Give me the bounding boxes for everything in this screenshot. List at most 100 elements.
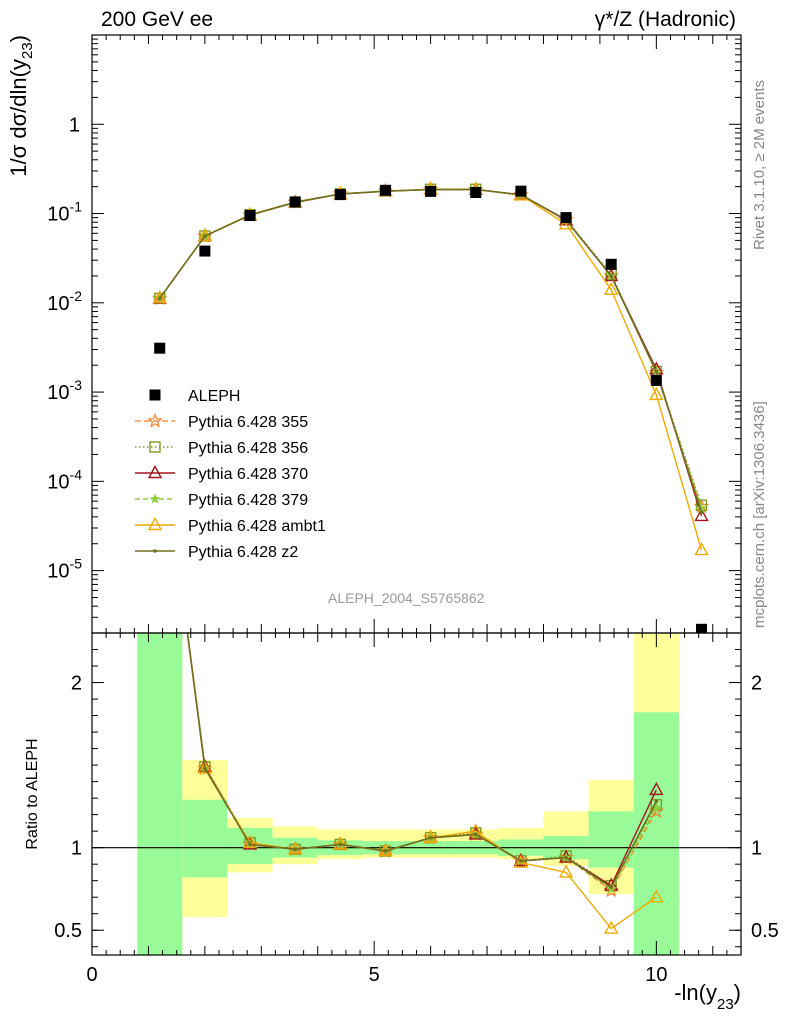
ratio-point <box>609 885 613 890</box>
axes: 10-510-410-310-210-110.5 0.51 12 20 5 101/σ d… <box>6 34 779 1013</box>
main-point <box>694 542 709 556</box>
band-inner-bin <box>633 712 679 955</box>
ratio-point <box>197 760 213 774</box>
ratio-series-line <box>186 633 658 889</box>
ratio-point <box>383 849 388 853</box>
legend-marker <box>147 465 163 479</box>
main-series-line <box>159 188 703 507</box>
ratio-point <box>203 766 207 771</box>
ratio-uncertainty-bands <box>137 633 679 955</box>
aleph-point <box>560 212 572 224</box>
aleph-point <box>425 185 437 197</box>
x-tick-label: 0 <box>86 964 97 986</box>
ratio-y-axis-title: Ratio to ALEPH <box>24 738 41 849</box>
ratio-point <box>558 864 574 878</box>
ratio-point <box>197 758 213 772</box>
ratio-point <box>338 842 343 847</box>
ratio-point <box>242 834 258 848</box>
tick-exponent: -2 <box>70 288 83 304</box>
ratio-plot-marks <box>92 412 741 934</box>
ratio-point <box>473 832 478 837</box>
main-point <box>604 281 619 295</box>
main-series-line <box>159 188 703 509</box>
ratio-point <box>428 835 433 840</box>
axis-title-part: -ln(y <box>674 980 717 1005</box>
main-y-axis-title: 1/σ dσ/dln(y23) <box>6 35 36 177</box>
aleph-point <box>379 184 391 196</box>
tick-exponent: -5 <box>70 556 83 572</box>
aleph-point <box>289 196 301 208</box>
ratio-point <box>654 799 659 804</box>
ratio-point <box>423 829 438 843</box>
band-inner-bin <box>137 633 183 955</box>
main-point <box>699 510 704 515</box>
aleph-point <box>154 342 166 354</box>
main-point <box>609 274 613 278</box>
axis-title-part: ) <box>734 980 741 1005</box>
ratio-point <box>564 855 568 860</box>
aleph-point <box>605 258 617 270</box>
rivet-label: Rivet 3.1.10, ≥ 2M events <box>751 80 768 250</box>
legend-label: Pythia 6.428 370 <box>188 466 308 483</box>
header-right: γ*/Z (Hadronic) <box>594 8 736 31</box>
tick-exponent: -4 <box>70 466 83 482</box>
ratio-y-tick-label: 1 <box>71 838 82 860</box>
legend-label: Pythia 6.428 ambt1 <box>188 518 326 535</box>
tick-base: 10 <box>47 204 69 226</box>
ratio-y-tick-label-right: 0.5 <box>751 920 779 942</box>
main-point <box>152 290 167 304</box>
aleph-point <box>470 187 482 199</box>
y-tick-label: 10-1 <box>47 199 82 226</box>
main-point <box>649 386 664 401</box>
tick-exponent: -1 <box>70 199 83 215</box>
ratio-point <box>649 889 664 903</box>
y-tick-label: 1 <box>69 114 80 136</box>
analysis-tag: ALEPH_2004_S5765862 <box>328 590 485 606</box>
ratio-y-tick-label-right: 2 <box>751 673 762 695</box>
main-series-line <box>159 188 703 506</box>
tick-base: 10 <box>47 471 69 493</box>
legend: ALEPH Pythia 6.428 355 Pythia 6.428 356 Pyt… <box>135 388 326 561</box>
ratio-point <box>513 854 529 868</box>
header-left: 200 GeV ee <box>101 8 214 31</box>
axis-title-part: 1/σ dσ/dln(y <box>6 59 31 177</box>
main-point <box>694 507 709 522</box>
x-axis-title: -ln(y23) <box>674 980 741 1013</box>
legend-label: Pythia 6.428 356 <box>188 440 308 457</box>
main-point <box>203 234 207 238</box>
main-series-line <box>159 188 703 513</box>
aleph-point <box>695 623 707 633</box>
axis-title-sub: 23 <box>19 42 36 59</box>
axis-title-part: ) <box>6 35 31 42</box>
tick-base: 10 <box>47 561 69 583</box>
ratio-point <box>519 859 523 863</box>
ratio-y-tick-label: 0.5 <box>54 920 82 942</box>
main-point <box>157 296 162 301</box>
x-tick-label: 10 <box>645 964 667 986</box>
aleph-point <box>199 245 211 257</box>
aleph-point <box>515 185 527 197</box>
legend-marker <box>149 389 161 401</box>
legend-label: ALEPH <box>188 388 240 405</box>
legend-marker <box>149 441 161 453</box>
legend-marker <box>147 412 163 428</box>
aleph-point <box>334 189 346 201</box>
main-point <box>654 369 659 374</box>
legend-label: Pythia 6.428 355 <box>188 414 308 431</box>
y-tick-label: 10-5 <box>47 556 82 583</box>
aleph-point <box>650 374 662 386</box>
legend-marker <box>153 549 157 553</box>
ratio-point <box>604 920 619 934</box>
ratio-point <box>333 836 348 850</box>
axis-title-sub: 23 <box>717 996 734 1013</box>
main-plot-marks <box>151 181 710 633</box>
ratio-y-tick-label: 2 <box>71 673 82 695</box>
tick-base: 10 <box>47 382 69 404</box>
ratio-y-tick-label-right: 1 <box>751 838 762 860</box>
legend-marker <box>147 517 163 531</box>
band-inner-bin <box>588 811 634 868</box>
ratio-point <box>649 781 664 796</box>
ratio-point <box>154 412 166 424</box>
mcplots-label: mcplots.cern.ch [arXiv:1306.3436] <box>751 401 768 628</box>
